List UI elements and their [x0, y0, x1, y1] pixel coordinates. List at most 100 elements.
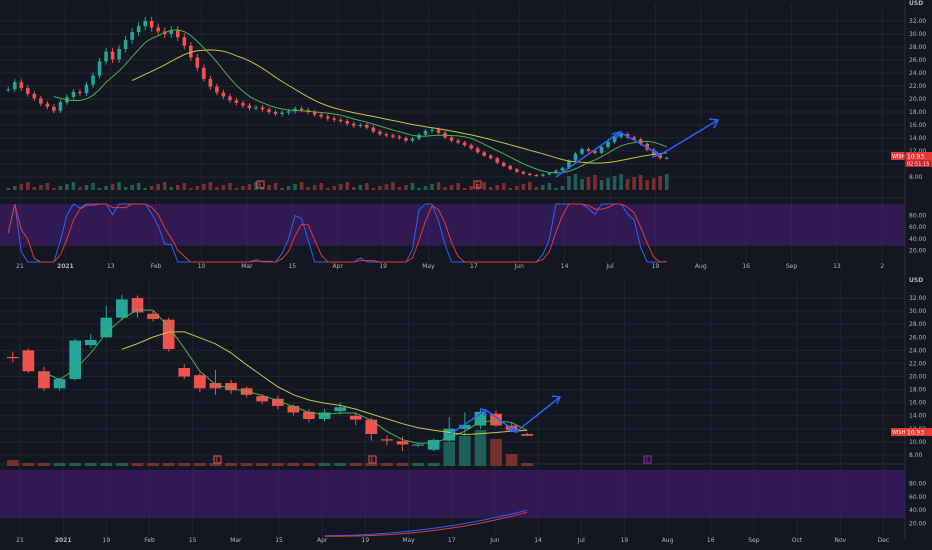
volume-bar [365, 183, 369, 190]
candle-body [427, 439, 440, 450]
osc-tick-label: 60.00 [909, 224, 926, 231]
volume-bar [195, 186, 200, 190]
earnings-marker-label: E [645, 458, 648, 464]
x-tick-label: 19 [621, 537, 629, 544]
volume-bar [189, 188, 193, 190]
volume-bar [299, 182, 304, 190]
volume-bar [573, 174, 578, 190]
candle-body [514, 169, 519, 172]
volume-bar [136, 183, 141, 190]
candle-body [169, 30, 174, 34]
volume-bar [271, 463, 284, 466]
volume-bar [58, 186, 63, 190]
volume-bar [273, 183, 278, 190]
projection-arrow-icon[interactable] [551, 395, 562, 405]
x-tick-label: 13 [107, 263, 115, 270]
projection-arrow-icon[interactable] [555, 131, 621, 178]
x-tick-label: 10 [198, 263, 206, 270]
volume-bar [593, 175, 597, 190]
x-tick-label: 15 [275, 537, 283, 544]
x-tick-label: Apr [332, 263, 343, 270]
candle-body [664, 157, 669, 159]
moving-average-slow-line [121, 331, 528, 436]
volume-bar [580, 179, 584, 190]
y-tick-label: 28.00 [909, 44, 926, 51]
x-tick-label: 19 [103, 537, 111, 544]
candle-body [475, 148, 480, 153]
x-tick-label: 21 [16, 263, 24, 270]
volume-bar [6, 460, 19, 466]
projection-arrow-icon[interactable] [619, 131, 661, 156]
x-tick-label: 2 [880, 263, 884, 270]
earnings-flag-icon[interactable] [256, 180, 265, 189]
candle-body [332, 118, 337, 120]
volume-bar [162, 463, 175, 466]
earnings-flag-icon[interactable] [213, 455, 222, 464]
volume-bar [202, 184, 206, 190]
candle-body [117, 48, 121, 60]
candle-body [116, 299, 128, 318]
x-tick-label: May [402, 537, 415, 544]
candle-body [149, 21, 154, 28]
volume-bar [84, 185, 89, 190]
y-tick-label: 20.00 [909, 96, 926, 103]
volume-bar [78, 187, 82, 190]
x-tick-label: Nov [834, 537, 846, 544]
volume-bar [417, 188, 421, 190]
candle-body [534, 175, 539, 177]
candle-body [404, 138, 408, 141]
x-tick-label: Mar [241, 263, 253, 270]
candle-body [22, 350, 35, 372]
candle-body [349, 415, 362, 420]
candle-body [299, 108, 304, 111]
volume-bar [501, 183, 506, 190]
volume-bar [338, 184, 343, 190]
volume-bar [221, 185, 226, 190]
countdown-tag [905, 160, 932, 167]
candle-body [423, 130, 428, 135]
candle-body [436, 129, 441, 133]
candle-body [131, 298, 144, 313]
x-tick-label: 2021 [57, 263, 74, 270]
volume-bar [318, 463, 331, 466]
osc-tick-label: 80.00 [909, 213, 926, 220]
projection-arrow-icon[interactable] [659, 119, 719, 156]
volume-bar [528, 182, 532, 190]
volume-bar [178, 463, 191, 466]
volume-bar [365, 463, 378, 466]
earnings-flag-icon[interactable] [368, 455, 377, 464]
projection-arrow-icon[interactable] [515, 396, 561, 433]
volume-bar [469, 186, 473, 190]
candle-body [6, 89, 11, 91]
projection-arrow-icon[interactable] [708, 118, 720, 129]
volume-bar [38, 463, 50, 466]
projection-arrow-icon[interactable] [485, 409, 517, 433]
x-tick-label: 17 [448, 537, 456, 544]
volume-bar [345, 182, 350, 190]
projection-arrow-icon[interactable] [448, 409, 487, 436]
y-tick-label: 20.00 [909, 374, 926, 381]
candle-body [580, 149, 584, 154]
earnings-flag-icon[interactable] [473, 180, 482, 189]
symbol-tag [891, 152, 905, 160]
volume-bar [131, 463, 144, 466]
candle-body [267, 109, 271, 112]
volume-bar [208, 182, 213, 190]
y-tick-label: 26.00 [909, 334, 926, 341]
x-tick-label: Jul [605, 263, 614, 270]
volume-bar [625, 179, 630, 190]
candle-body [378, 131, 382, 135]
volume-bar [541, 185, 545, 190]
volume-bar [143, 188, 147, 190]
earnings-flag-icon[interactable] [643, 455, 652, 464]
volume-bar [241, 186, 245, 190]
candle-body [32, 93, 37, 99]
x-tick-label: 19 [362, 537, 370, 544]
x-tick-label: 15 [189, 537, 197, 544]
volume-bar [378, 186, 382, 190]
candle-body [528, 173, 532, 176]
y-tick-label: 16.00 [909, 122, 926, 129]
volume-bar [256, 463, 269, 466]
candle-body [606, 141, 610, 148]
